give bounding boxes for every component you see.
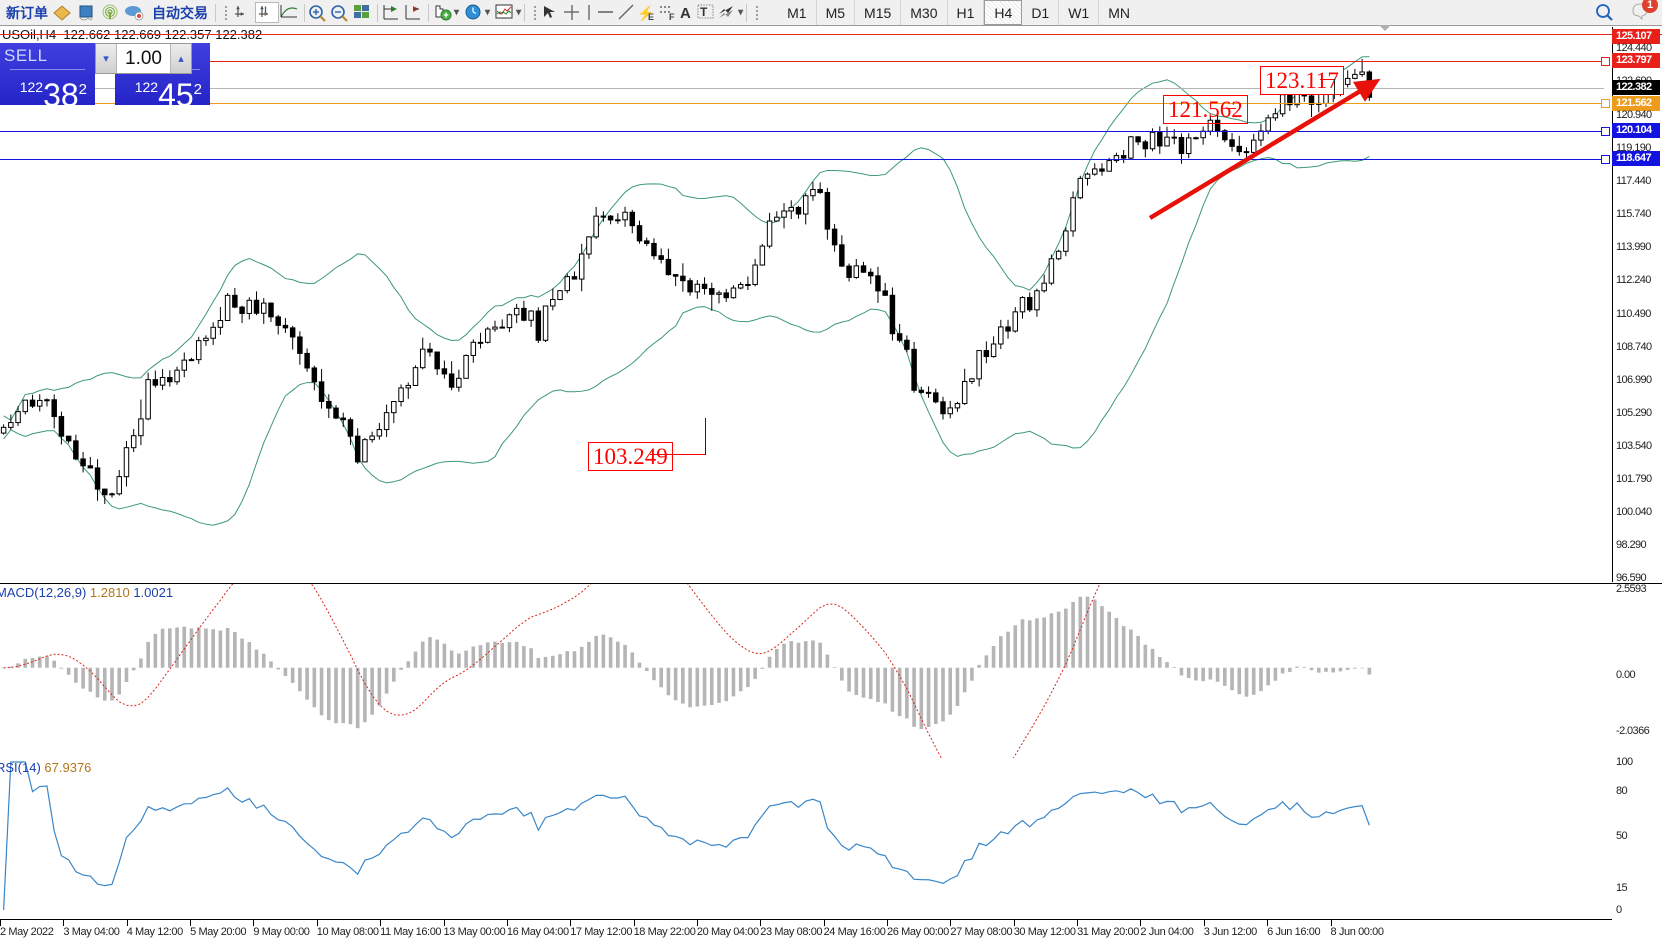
svg-text:A: A bbox=[680, 5, 691, 22]
svg-text:F: F bbox=[669, 12, 675, 22]
svg-text:E: E bbox=[648, 12, 654, 22]
svg-text:T: T bbox=[700, 5, 708, 19]
